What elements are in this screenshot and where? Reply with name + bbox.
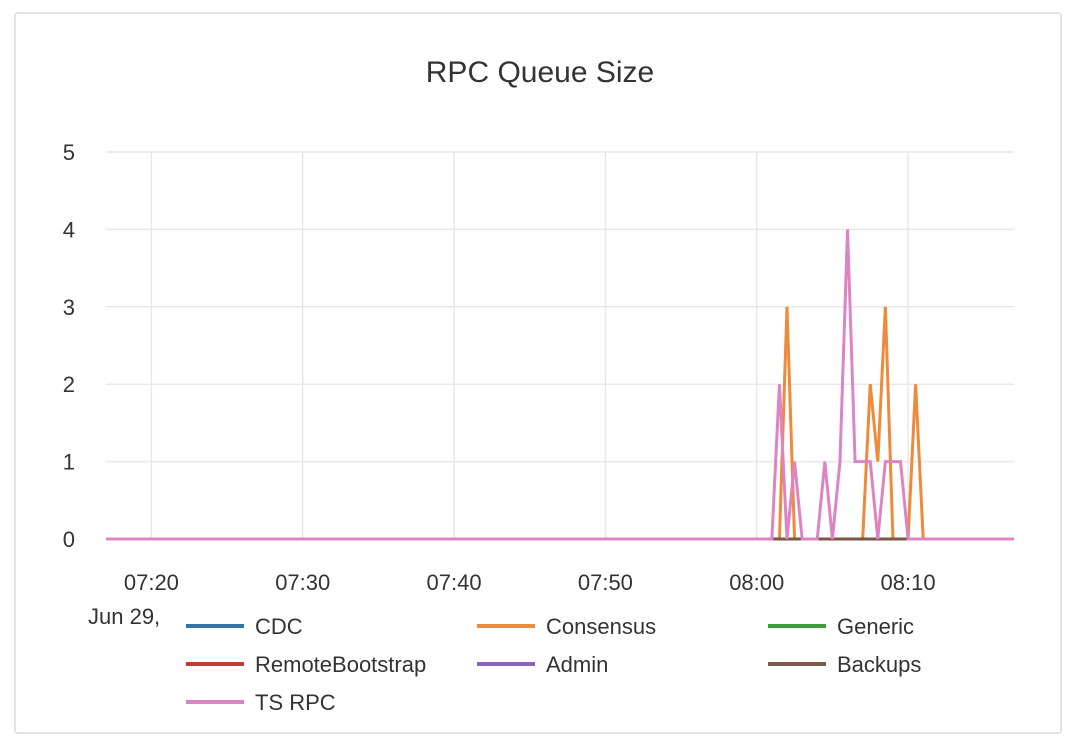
date-label: Jun 29, <box>88 604 160 629</box>
y-tick-label: 2 <box>63 372 75 397</box>
chart-title: RPC Queue Size <box>426 56 654 89</box>
legend: CDC Consensus Generic RemoteBootstrap Admin B… <box>186 614 921 715</box>
plot-area <box>106 229 1014 541</box>
legend-item-cdc[interactable]: CDC <box>186 614 303 639</box>
legend-item-admin[interactable]: Admin <box>477 652 608 677</box>
x-tick-label: 07:30 <box>275 570 330 595</box>
legend-label: CDC <box>255 614 303 639</box>
y-tick-label: 1 <box>63 450 75 475</box>
y-tick-label: 5 <box>63 140 75 165</box>
x-tick-label: 07:20 <box>124 570 179 595</box>
y-tick-label: 0 <box>63 527 75 552</box>
legend-label: Admin <box>546 652 608 677</box>
legend-label: Backups <box>837 652 921 677</box>
x-axis: 07:20 07:30 07:40 07:50 08:00 08:10 <box>124 570 936 595</box>
x-tick-label: 07:40 <box>427 570 482 595</box>
legend-item-ts-rpc[interactable]: TS RPC <box>186 690 336 715</box>
legend-item-generic[interactable]: Generic <box>768 614 914 639</box>
x-tick-label: 07:50 <box>578 570 633 595</box>
series-line-ts-rpc <box>106 229 1014 541</box>
legend-item-remotebootstrap[interactable]: RemoteBootstrap <box>186 652 426 677</box>
grid <box>106 151 1014 540</box>
series-line-consensus <box>106 306 1014 541</box>
y-axis: 0 1 2 3 4 5 <box>63 140 75 552</box>
x-tick-label: 08:10 <box>881 570 936 595</box>
legend-label: Generic <box>837 614 914 639</box>
legend-label: Consensus <box>546 614 656 639</box>
y-tick-label: 4 <box>63 217 75 242</box>
legend-label: TS RPC <box>255 690 336 715</box>
y-tick-label: 3 <box>63 295 75 320</box>
legend-label: RemoteBootstrap <box>255 652 426 677</box>
legend-item-backups[interactable]: Backups <box>768 652 921 677</box>
legend-item-consensus[interactable]: Consensus <box>477 614 656 639</box>
x-tick-label: 08:00 <box>729 570 784 595</box>
